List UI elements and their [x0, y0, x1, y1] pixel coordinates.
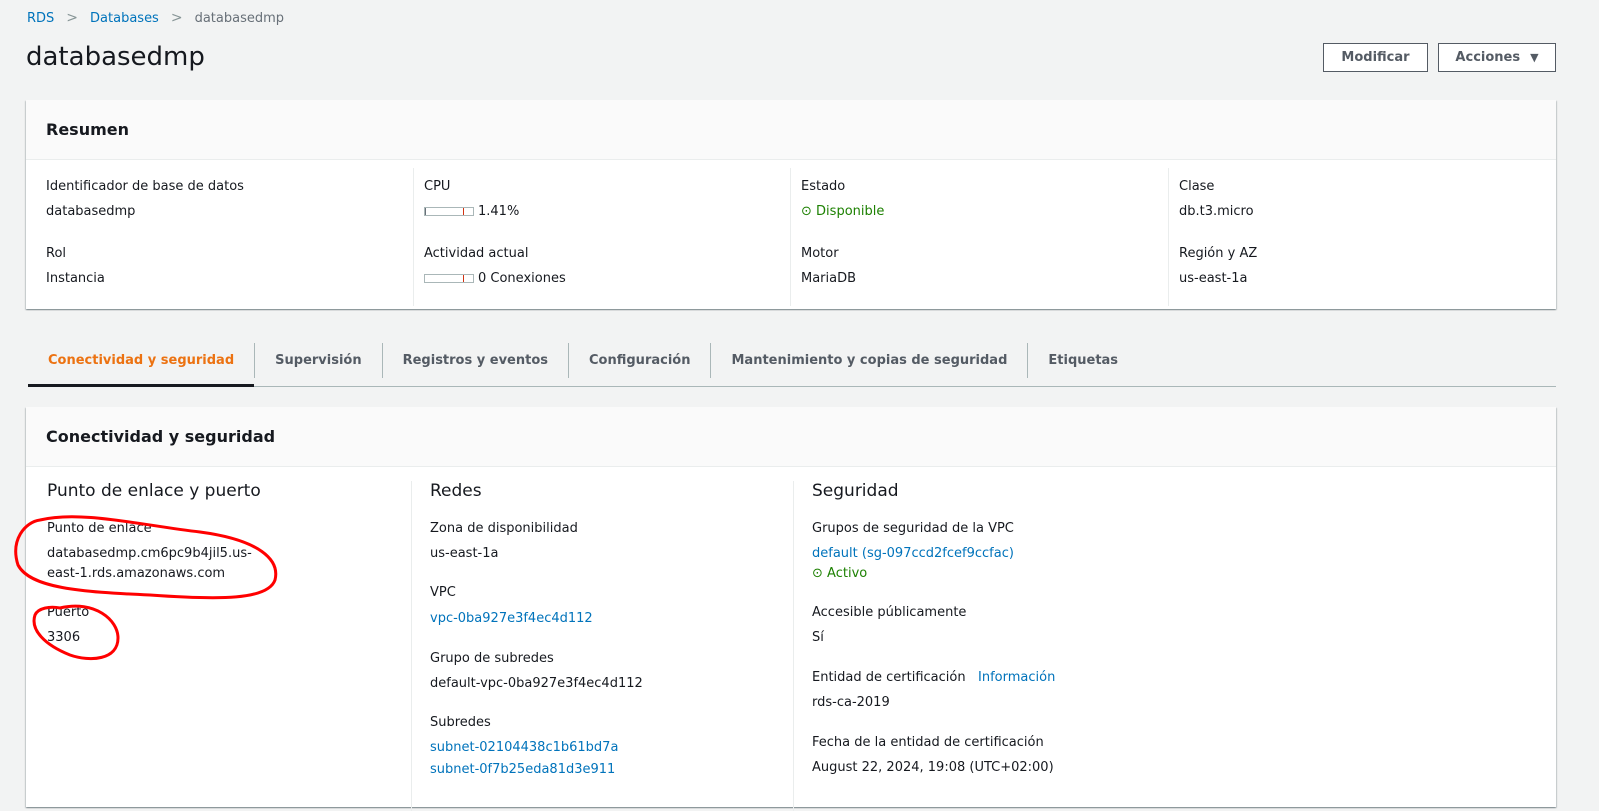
- check-circle-icon: ⊙: [801, 204, 812, 219]
- role-value: Instancia: [46, 271, 105, 286]
- cpu-bar-fill: [425, 208, 426, 215]
- endpoint-value-line2: east-1.rds.amazonaws.com: [47, 566, 226, 581]
- db-identifier-label: Identificador de base de datos: [46, 179, 244, 194]
- status-text: Disponible: [816, 204, 885, 219]
- cpu-bar-threshold: [463, 208, 464, 215]
- tab-tags[interactable]: Etiquetas: [1027, 343, 1138, 378]
- az-value: us-east-1a: [430, 546, 499, 561]
- subnet-link[interactable]: subnet-02104438c1b61bd7a: [430, 740, 619, 755]
- sg-status: ⊙ Activo: [812, 566, 867, 581]
- chevron-right-icon: >: [66, 10, 79, 26]
- security-heading: Seguridad: [812, 481, 899, 501]
- port-value: 3306: [47, 630, 81, 645]
- actions-button[interactable]: Acciones ▼: [1438, 43, 1556, 72]
- breadcrumb-databases[interactable]: Databases: [90, 10, 159, 26]
- activity-label: Actividad actual: [424, 246, 529, 261]
- chevron-right-icon: >: [170, 10, 183, 26]
- sg-label: Grupos de seguridad de la VPC: [812, 521, 1014, 536]
- az-label: Zona de disponibilidad: [430, 521, 578, 536]
- cpu-value: 1.41%: [424, 204, 519, 219]
- engine-value: MariaDB: [801, 271, 857, 286]
- endpoint-value-line1: databasedmp.cm6pc9b4jil5.us-: [47, 546, 252, 561]
- connectivity-title: Conectividad y seguridad: [26, 407, 1556, 467]
- ca-date-value: August 22, 2024, 19:08 (UTC+02:00): [812, 760, 1054, 775]
- region-label: Región y AZ: [1179, 246, 1258, 261]
- summary-card: Resumen Identificador de base de datos d…: [26, 100, 1556, 309]
- divider: [413, 168, 414, 306]
- modify-button[interactable]: Modificar: [1323, 43, 1428, 72]
- endpoint-label: Punto de enlace: [47, 521, 152, 536]
- caret-down-icon: ▼: [1530, 51, 1539, 64]
- engine-label: Motor: [801, 246, 839, 261]
- role-label: Rol: [46, 246, 67, 261]
- ca-info-link[interactable]: Información: [978, 670, 1056, 685]
- ca-label: Entidad de certificación Información: [812, 670, 1055, 685]
- activity-text: 0 Conexiones: [478, 271, 566, 286]
- sg-link[interactable]: default (sg-097ccd2fcef9ccfac): [812, 546, 1014, 561]
- subnet-link[interactable]: subnet-0f7b25eda81d3e911: [430, 762, 616, 777]
- cpu-bar: [424, 207, 474, 216]
- region-value: us-east-1a: [1179, 271, 1248, 286]
- vpc-label: VPC: [430, 585, 456, 600]
- tab-bar: Conectividad y seguridad Supervisión Reg…: [28, 340, 1556, 387]
- tab-connectivity[interactable]: Conectividad y seguridad: [28, 343, 255, 387]
- port-label: Puerto: [47, 605, 90, 620]
- divider: [790, 168, 791, 306]
- activity-value: 0 Conexiones: [424, 271, 566, 286]
- endpoint-heading: Punto de enlace y puerto: [47, 481, 261, 501]
- divider: [1168, 168, 1169, 306]
- activity-bar-threshold: [463, 275, 464, 282]
- tab-monitoring[interactable]: Supervisión: [254, 343, 381, 378]
- vpc-link[interactable]: vpc-0ba927e3f4ec4d112: [430, 611, 593, 626]
- check-circle-icon: ⊙: [812, 566, 823, 581]
- tab-maintenance[interactable]: Mantenimiento y copias de seguridad: [710, 343, 1027, 378]
- cpu-label: CPU: [424, 179, 451, 194]
- db-identifier-value: databasedmp: [46, 204, 136, 219]
- status-label: Estado: [801, 179, 846, 194]
- breadcrumb-rds[interactable]: RDS: [27, 10, 55, 26]
- sg-status-text: Activo: [827, 566, 868, 581]
- cpu-percent: 1.41%: [478, 204, 520, 219]
- tab-logs-events[interactable]: Registros y eventos: [381, 343, 568, 378]
- page-title: databasedmp: [26, 42, 205, 72]
- ca-label-text: Entidad de certificación: [812, 670, 966, 685]
- class-label: Clase: [1179, 179, 1215, 194]
- breadcrumb-current: databasedmp: [194, 10, 285, 26]
- summary-title: Resumen: [26, 100, 1556, 160]
- status-value: ⊙ Disponible: [801, 204, 884, 219]
- activity-bar: [424, 274, 474, 283]
- ca-value: rds-ca-2019: [812, 695, 890, 710]
- subnet-group-value: default-vpc-0ba927e3f4ec4d112: [430, 676, 643, 691]
- modify-label: Modificar: [1341, 50, 1410, 65]
- class-value: db.t3.micro: [1179, 204, 1254, 219]
- subnets-label: Subredes: [430, 715, 491, 730]
- public-label: Accesible públicamente: [812, 605, 967, 620]
- divider: [411, 481, 412, 811]
- breadcrumb: RDS > Databases > databasedmp: [27, 10, 284, 26]
- divider: [793, 481, 794, 811]
- subnet-group-label: Grupo de subredes: [430, 651, 554, 666]
- actions-label: Acciones: [1455, 50, 1521, 65]
- tab-configuration[interactable]: Configuración: [568, 343, 710, 378]
- network-heading: Redes: [430, 481, 482, 501]
- ca-date-label: Fecha de la entidad de certificación: [812, 735, 1044, 750]
- public-value: Sí: [812, 630, 824, 645]
- connectivity-card: Conectividad y seguridad Punto de enlace…: [26, 407, 1556, 811]
